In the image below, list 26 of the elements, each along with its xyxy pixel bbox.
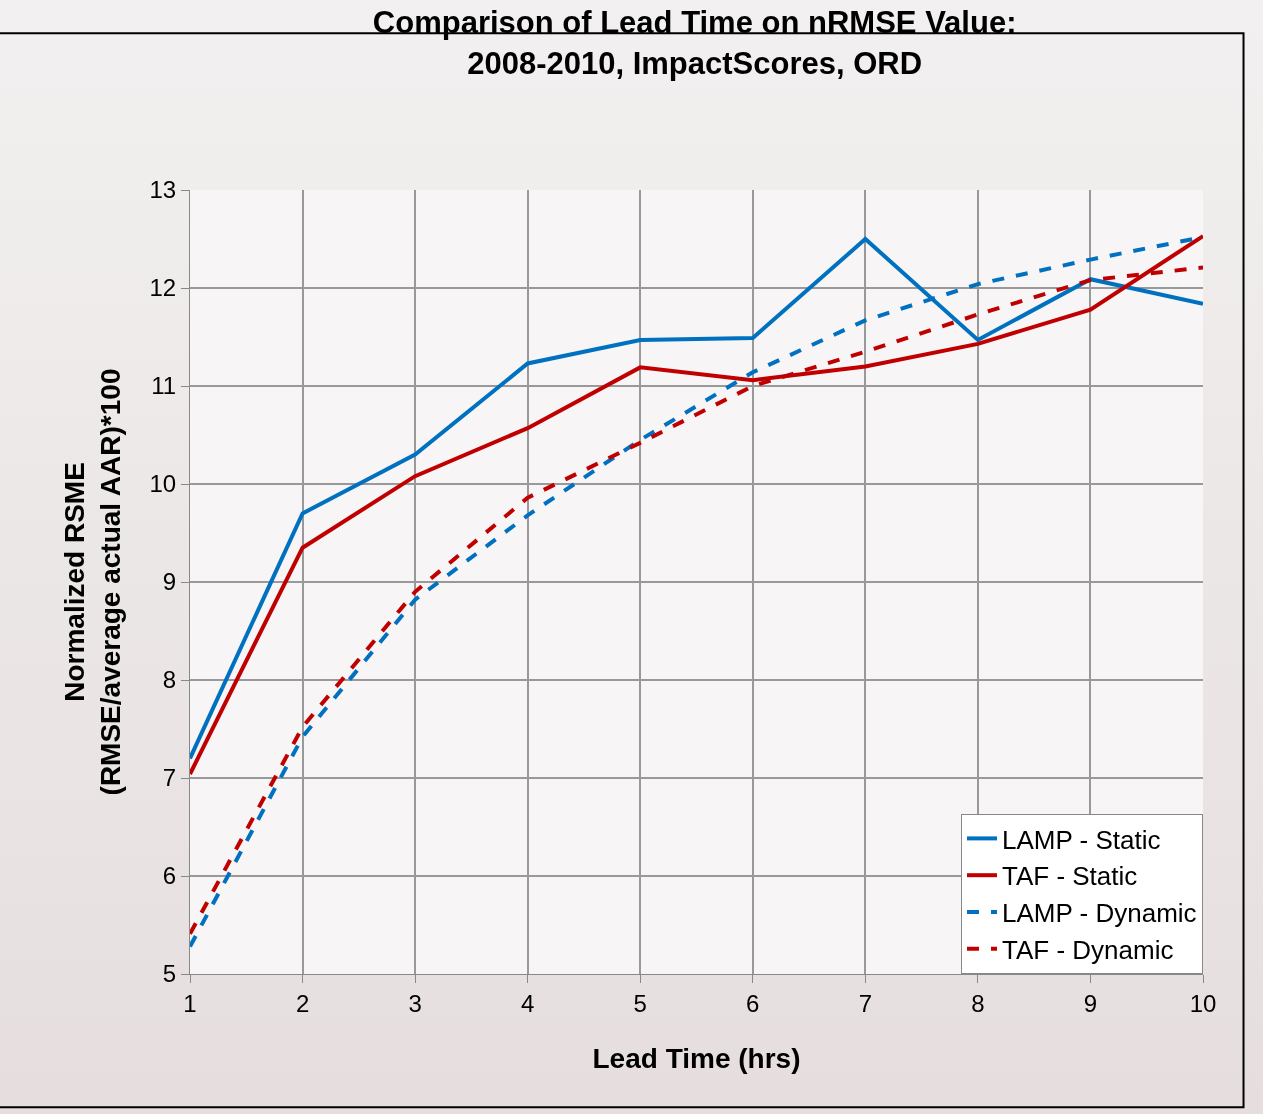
y-tick-label: 12 [149,274,177,302]
x-tick-label: 4 [520,989,535,1017]
x-tick-label: 9 [1083,989,1098,1017]
legend-label: TAF - Dynamic [1002,934,1174,965]
legend-label: TAF - Static [1002,861,1138,892]
y-tick-label: 13 [149,176,177,204]
legend-label: LAMP - Dynamic [1002,898,1197,929]
x-tick-label: 5 [633,989,647,1017]
chart-title: Comparison of Lead Time on nRMSE Value: 2008-2010, ImpactScores, ORD [372,5,1017,81]
y-axis-title: Normalized RSME (RMSE/average actual AAR)*100 [58,368,127,796]
y-tick-label: 9 [162,568,177,596]
x-tick-label: 6 [746,989,760,1017]
y-tick-label: 11 [151,372,177,400]
x-tick-label: 7 [858,989,873,1017]
x-tick-label: 10 [1189,989,1217,1017]
x-tick-label: 8 [971,989,985,1017]
legend-label: LAMP - Static [1002,824,1161,855]
x-tick-label: 1 [183,989,197,1017]
y-tick-label: 8 [162,666,177,694]
x-tick-label: 3 [408,989,422,1017]
y-tick-label: 6 [162,862,177,890]
y-tick-label: 5 [162,960,177,988]
y-tick-label: 10 [149,470,177,498]
y-tick-label: 7 [162,764,177,792]
x-axis-title: Lead Time (hrs) [592,1043,801,1074]
x-tick-label: 2 [295,989,310,1017]
